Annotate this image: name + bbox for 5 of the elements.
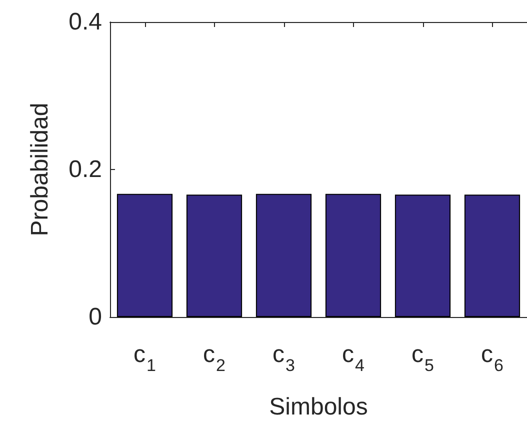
y-axis-title: Probabilidad [26, 102, 54, 236]
y-tick-label: 0 [88, 304, 102, 330]
x-axis-title: Simbolos [269, 394, 368, 420]
y-tick-label: 0.2 [68, 156, 102, 183]
y-tick-label: 0.4 [68, 8, 102, 36]
